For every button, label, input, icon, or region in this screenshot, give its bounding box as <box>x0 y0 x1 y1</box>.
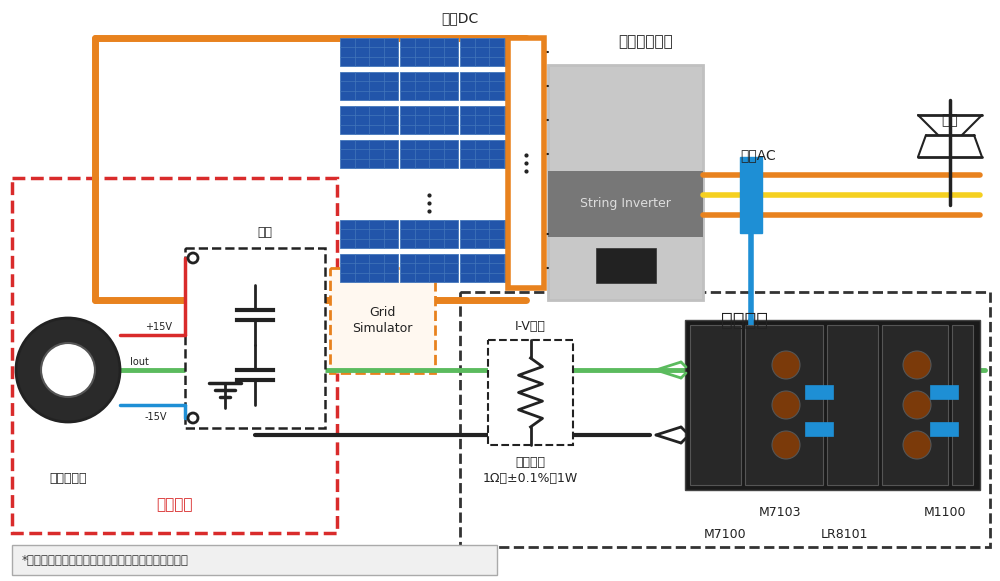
Text: 组串式逆变器: 组串式逆变器 <box>618 34 673 49</box>
FancyBboxPatch shape <box>340 106 398 134</box>
Text: 电网: 电网 <box>942 113 958 127</box>
FancyBboxPatch shape <box>827 325 878 485</box>
Circle shape <box>41 343 95 397</box>
FancyBboxPatch shape <box>340 140 398 168</box>
FancyBboxPatch shape <box>340 72 398 100</box>
FancyBboxPatch shape <box>185 248 325 428</box>
Circle shape <box>903 391 931 419</box>
Text: 电源: 电源 <box>258 227 272 239</box>
FancyBboxPatch shape <box>930 422 958 436</box>
FancyBboxPatch shape <box>508 38 544 288</box>
FancyBboxPatch shape <box>805 422 833 436</box>
FancyBboxPatch shape <box>400 220 458 248</box>
FancyBboxPatch shape <box>805 385 833 399</box>
FancyBboxPatch shape <box>488 340 573 445</box>
FancyBboxPatch shape <box>400 38 458 66</box>
FancyBboxPatch shape <box>596 248 656 284</box>
FancyBboxPatch shape <box>460 140 518 168</box>
FancyBboxPatch shape <box>340 254 398 282</box>
Text: I-V转换: I-V转换 <box>515 320 546 332</box>
Circle shape <box>772 351 800 379</box>
FancyBboxPatch shape <box>12 178 337 533</box>
FancyBboxPatch shape <box>745 325 823 485</box>
Circle shape <box>188 253 198 263</box>
Text: String Inverter: String Inverter <box>580 197 671 210</box>
FancyBboxPatch shape <box>930 385 958 399</box>
FancyBboxPatch shape <box>460 292 990 547</box>
Text: M7100: M7100 <box>704 528 746 540</box>
FancyBboxPatch shape <box>330 268 435 373</box>
Text: 1Ω，±0.1%，1W: 1Ω，±0.1%，1W <box>483 472 578 486</box>
Text: +15V: +15V <box>145 322 172 332</box>
Text: 电流传感器: 电流传感器 <box>49 472 87 485</box>
FancyBboxPatch shape <box>548 65 703 300</box>
FancyBboxPatch shape <box>460 72 518 100</box>
FancyBboxPatch shape <box>690 325 741 485</box>
Circle shape <box>772 391 800 419</box>
FancyBboxPatch shape <box>460 254 518 282</box>
Text: 分流电阻: 分流电阻 <box>516 457 546 469</box>
Text: 日置提供: 日置提供 <box>722 310 768 329</box>
FancyBboxPatch shape <box>400 106 458 134</box>
FancyBboxPatch shape <box>460 106 518 134</box>
Text: M1100: M1100 <box>924 505 966 518</box>
FancyBboxPatch shape <box>400 72 458 100</box>
Text: 用户准备: 用户准备 <box>156 497 193 512</box>
FancyBboxPatch shape <box>685 320 980 490</box>
Circle shape <box>188 413 198 423</box>
FancyBboxPatch shape <box>548 171 703 236</box>
Circle shape <box>903 351 931 379</box>
Text: 输出AC: 输出AC <box>740 148 776 162</box>
FancyBboxPatch shape <box>340 220 398 248</box>
FancyBboxPatch shape <box>340 38 398 66</box>
FancyBboxPatch shape <box>400 254 458 282</box>
Text: *直流电压也有多种方案可进行测量，详情欢迎咨询。: *直流电压也有多种方案可进行测量，详情欢迎咨询。 <box>22 554 189 568</box>
Text: -15V: -15V <box>145 412 168 422</box>
FancyBboxPatch shape <box>460 38 518 66</box>
FancyBboxPatch shape <box>400 140 458 168</box>
FancyBboxPatch shape <box>12 545 497 575</box>
FancyBboxPatch shape <box>460 220 518 248</box>
Text: Grid
Simulator: Grid Simulator <box>352 307 413 335</box>
Circle shape <box>903 431 931 459</box>
Text: Iout: Iout <box>130 357 149 367</box>
Circle shape <box>16 318 120 422</box>
Text: M7103: M7103 <box>759 505 801 518</box>
Circle shape <box>772 431 800 459</box>
Text: LR8101: LR8101 <box>821 528 869 540</box>
FancyBboxPatch shape <box>740 157 762 233</box>
FancyBboxPatch shape <box>882 325 948 485</box>
Text: 输入DC: 输入DC <box>441 11 479 25</box>
FancyBboxPatch shape <box>952 325 973 485</box>
